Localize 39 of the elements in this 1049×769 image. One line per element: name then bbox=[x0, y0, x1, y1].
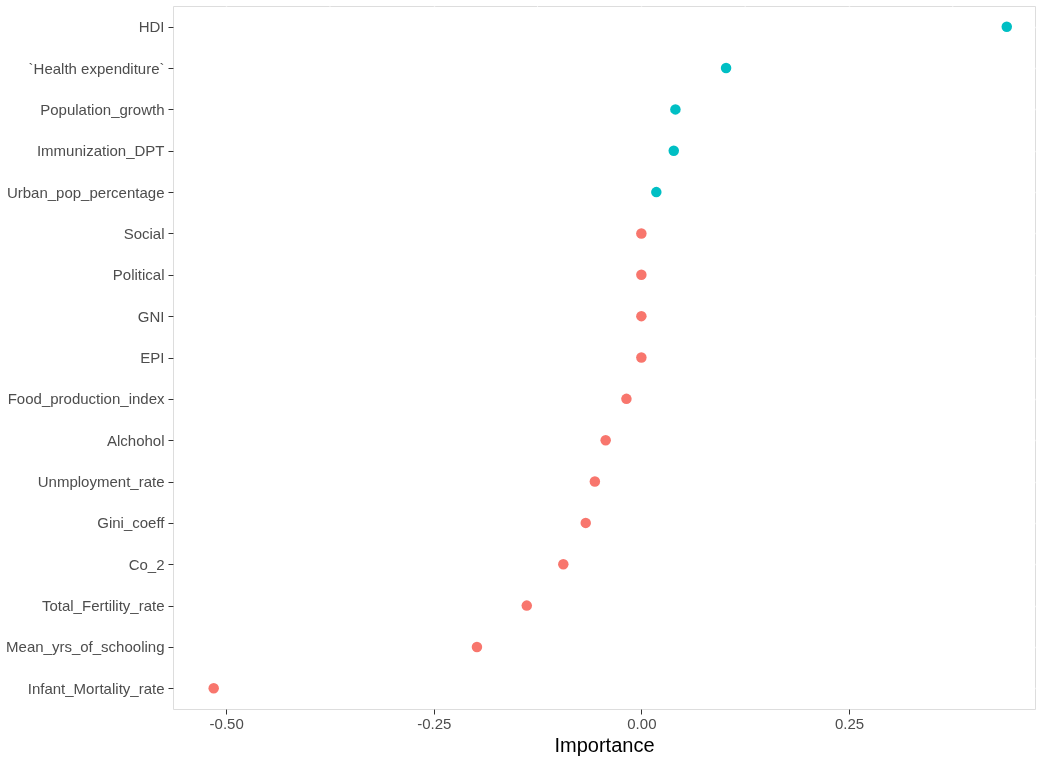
y-tick-label: Co_2 bbox=[128, 555, 165, 573]
point bbox=[521, 600, 533, 611]
y-tick-label: Food_production_index bbox=[7, 390, 165, 408]
y-tick-label: Political bbox=[112, 266, 165, 284]
point bbox=[636, 310, 647, 322]
point bbox=[580, 517, 591, 529]
y-tick-label: Population_growth bbox=[40, 100, 165, 118]
point bbox=[636, 228, 647, 239]
point bbox=[720, 62, 732, 74]
x-axis-title: Importance bbox=[554, 733, 655, 756]
point bbox=[1001, 21, 1013, 32]
point bbox=[636, 269, 647, 281]
x-tick-label: -0.25 bbox=[417, 714, 452, 732]
point bbox=[670, 104, 681, 115]
y-tick-label: GNI bbox=[137, 307, 165, 325]
y-tick-label: Total_Fertility_rate bbox=[41, 597, 165, 615]
y-tick-label: Social bbox=[123, 224, 165, 242]
y-tick-label: Infant_Mortality_rate bbox=[27, 679, 165, 697]
y-tick-label: Mean_yrs_of_schooling bbox=[6, 638, 165, 656]
point bbox=[600, 434, 611, 446]
point bbox=[621, 393, 632, 405]
x-tick-label: 0.00 bbox=[627, 714, 657, 732]
point bbox=[668, 145, 679, 156]
point bbox=[471, 641, 483, 653]
y-tick-label: Urban_pop_percentage bbox=[6, 183, 165, 201]
y-tick-label: Unmployment_rate bbox=[37, 473, 165, 491]
y-tick-label: EPI bbox=[140, 349, 165, 366]
y-tick-label: Gini_coeff bbox=[97, 514, 166, 532]
point bbox=[558, 559, 569, 570]
point bbox=[589, 476, 601, 487]
x-tick-label: -0.50 bbox=[209, 714, 244, 732]
y-tick-label: Immunization_DPT bbox=[36, 142, 165, 160]
y-tick-label: `Health expenditure` bbox=[28, 59, 165, 77]
point bbox=[651, 186, 662, 198]
point bbox=[636, 352, 647, 363]
x-tick-label: 0.25 bbox=[834, 714, 865, 732]
point bbox=[208, 683, 219, 694]
y-tick-label: HDI bbox=[138, 18, 165, 36]
y-tick-label: Alchohol bbox=[106, 431, 165, 449]
